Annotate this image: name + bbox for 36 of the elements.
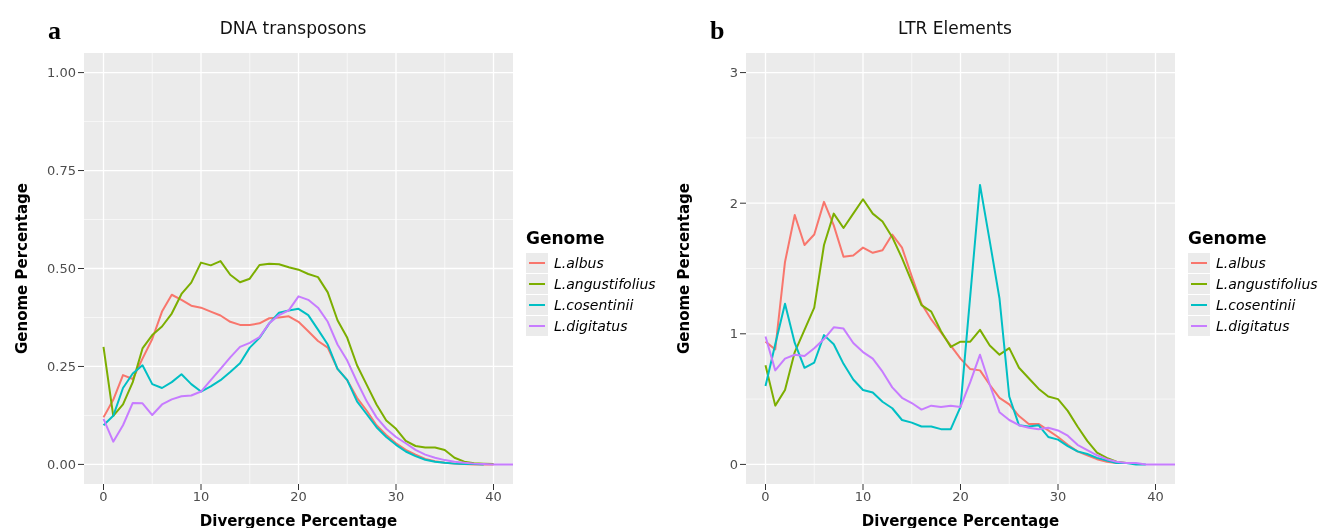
y-tick-label: 0 (729, 457, 738, 473)
y-tick-label: 0.00 (47, 457, 76, 473)
y-tick-label: 0.75 (47, 163, 76, 179)
x-tick-label: 30 (387, 489, 405, 505)
x-tick-label: 10 (192, 489, 210, 505)
legend-label: L.digitatus (1216, 317, 1290, 334)
legend-label: L.angustifolius (1216, 275, 1318, 292)
y-tick-label: 1 (729, 326, 738, 342)
x-tick-label: 40 (485, 489, 502, 505)
legend-title: Genome (1188, 228, 1268, 248)
chart-title: DNA transposons (218, 18, 368, 38)
y-tick-label: 3 (729, 65, 738, 81)
x-tick-label: 40 (1147, 489, 1164, 505)
text: b (710, 16, 725, 46)
y-tick-label: 0.25 (47, 359, 76, 375)
legend-title: Genome (526, 228, 606, 248)
y-tick-label: 0.50 (47, 261, 76, 277)
y-tick-label: 2 (729, 195, 738, 211)
line-series (764, 326, 1175, 466)
legend-label: L.albus (554, 254, 604, 271)
legend-label: L.albus (1216, 254, 1266, 271)
legend-label: L.angustifolius (554, 275, 656, 292)
x-tick-label: 30 (1049, 489, 1067, 505)
legend-label: L.digitatus (554, 317, 628, 334)
x-tick-label: 20 (290, 489, 307, 505)
y-axis-title: Genome Percentage (13, 182, 32, 355)
chart-title: LTR Elements (897, 18, 1013, 38)
legend-label: L.cosentinii (554, 296, 634, 313)
y-tick-label: 1.00 (47, 65, 76, 81)
x-tick-label: 0 (761, 489, 770, 505)
x-tick-label: 20 (952, 489, 969, 505)
y-axis-title: Genome Percentage (675, 182, 694, 355)
x-tick-label: 10 (854, 489, 872, 505)
x-tick-label: 0 (99, 489, 108, 505)
text: a (48, 16, 61, 46)
legend-label: L.cosentinii (1216, 296, 1296, 313)
